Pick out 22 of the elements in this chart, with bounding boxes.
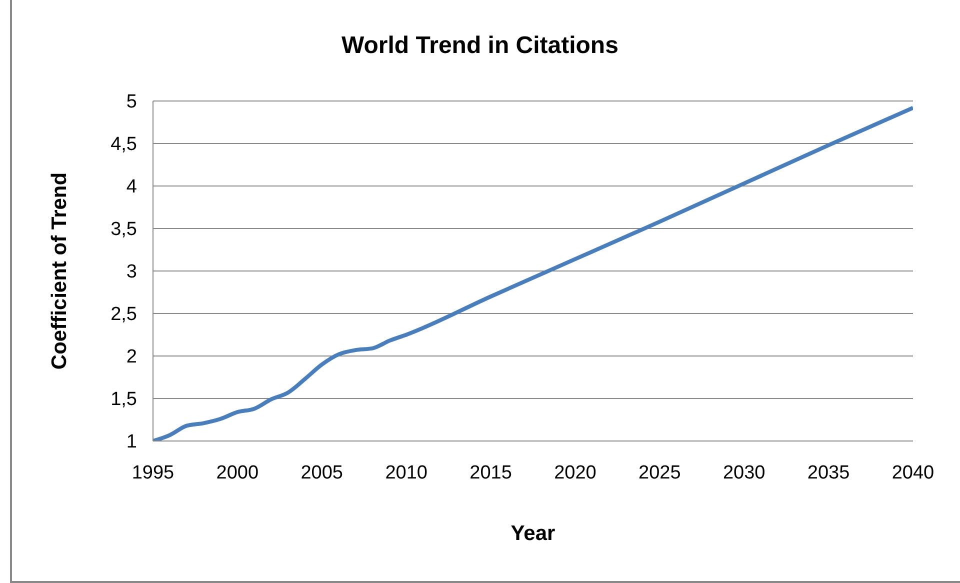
x-tick-label: 1995 — [132, 462, 174, 484]
y-tick-label: 2,5 — [110, 304, 137, 326]
y-tick-label: 1 — [126, 432, 137, 453]
chart-title: World Trend in Citations — [340, 32, 620, 60]
x-tick-label: 2025 — [638, 462, 681, 484]
y-tick-label: 2 — [126, 346, 137, 368]
x-axis-title: Year — [510, 522, 556, 546]
y-axis-title: Coefficient of Trend — [48, 172, 72, 370]
y-tick-label: 3,5 — [110, 219, 137, 240]
x-tick-label: 2035 — [807, 462, 850, 484]
x-tick-label: 2015 — [470, 462, 512, 484]
x-tick-label: 2030 — [722, 462, 766, 484]
y-tick-label: 5 — [126, 92, 137, 113]
y-tick-label: 3 — [126, 262, 137, 283]
x-tick-label: 2000 — [216, 462, 259, 484]
x-tick-label: 2010 — [385, 462, 428, 484]
x-tick-label: 2040 — [892, 462, 934, 484]
x-tick-label: 2020 — [554, 462, 596, 484]
y-tick-label: 1,5 — [110, 389, 137, 410]
y-tick-label: 4 — [126, 176, 138, 198]
x-tick-label: 2005 — [300, 462, 344, 484]
y-tick-label: 4,5 — [110, 134, 137, 156]
